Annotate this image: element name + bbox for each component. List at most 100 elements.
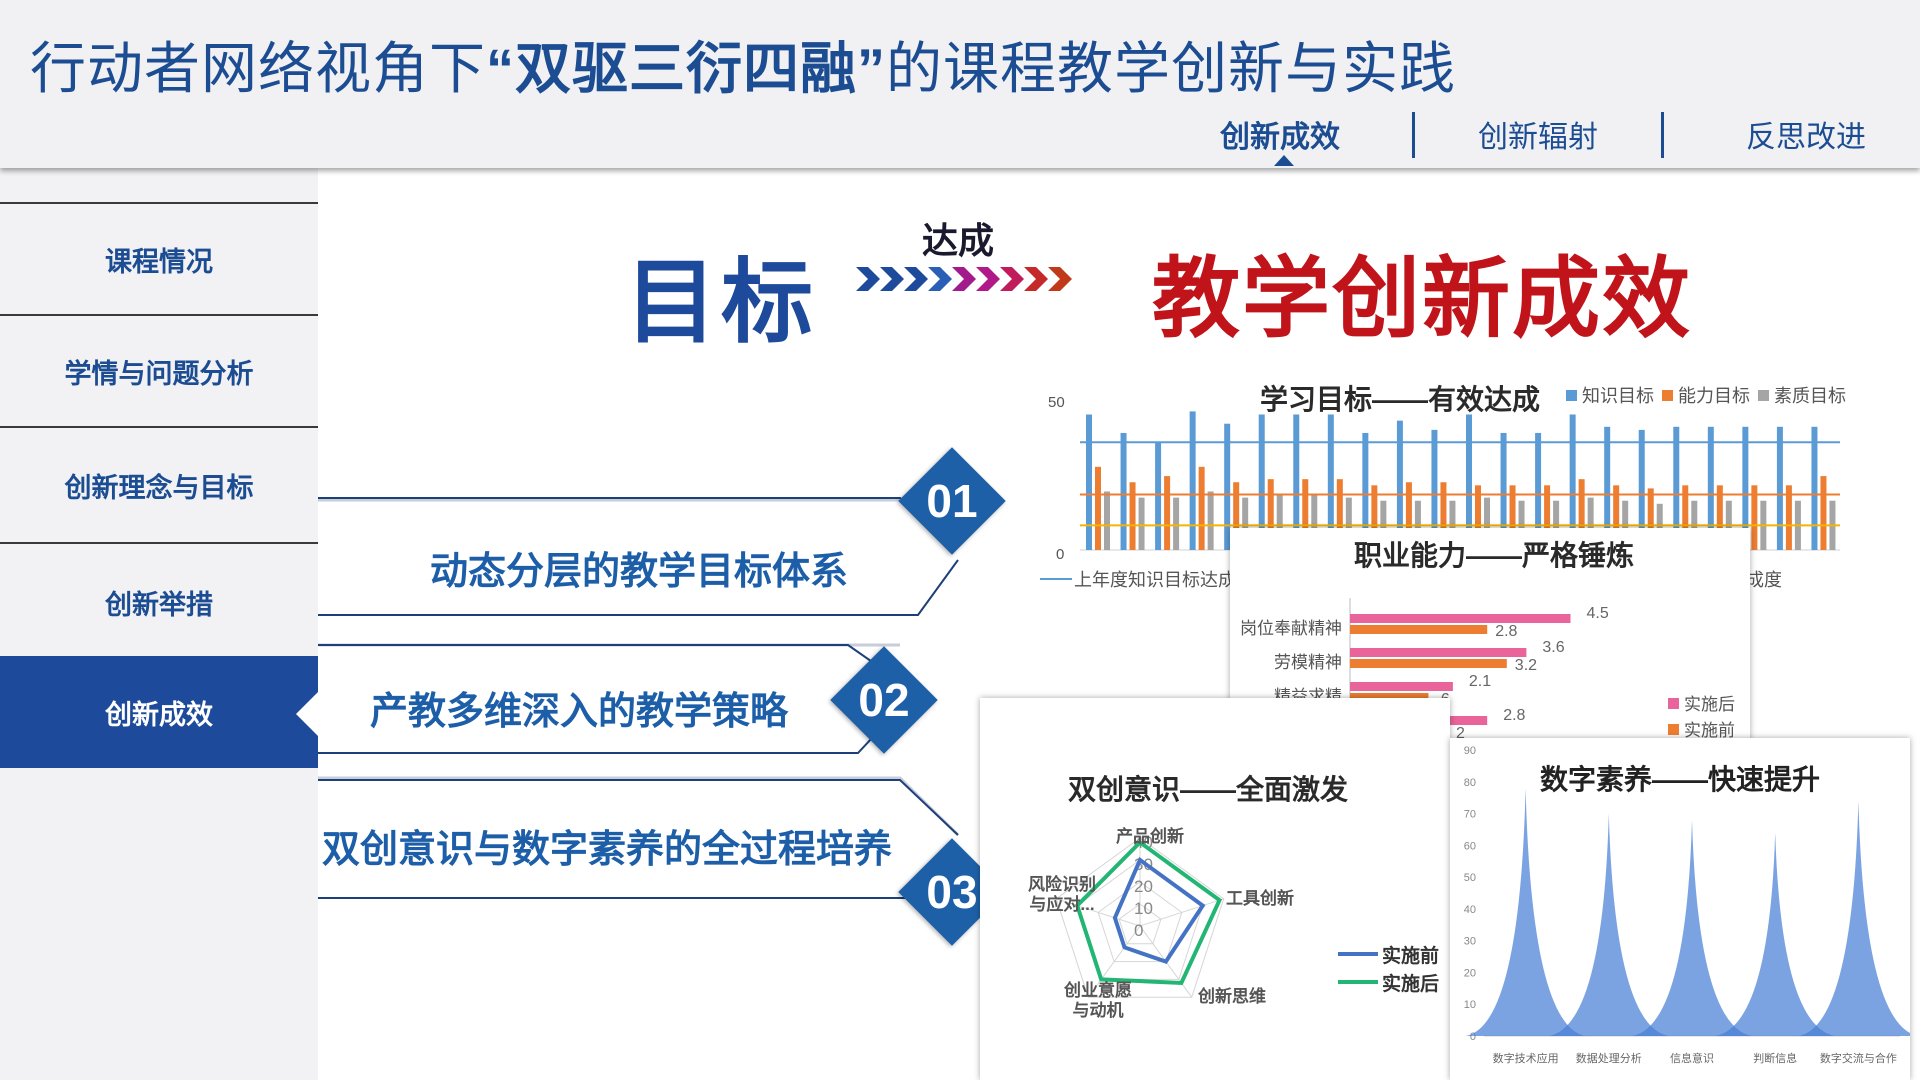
radar-axis-label: 工具创新 xyxy=(1226,888,1294,908)
radar-spoke xyxy=(1056,898,1141,927)
bar xyxy=(1785,485,1792,550)
badge-number-3: 03 xyxy=(926,866,978,918)
measure-text-1: 动态分层的教学目标体系 xyxy=(430,551,849,593)
data-label: 2.8 xyxy=(1503,707,1525,724)
legend-swatch xyxy=(1668,724,1679,735)
chart-radar-panel: 双创意识——全面激发 40 30 20 10 0 产品创新 工具创新 创新思维 创业意愿 与动机风… xyxy=(980,698,1450,1080)
chevron-icon xyxy=(952,267,976,291)
bar xyxy=(1302,479,1309,550)
data-label: 3.2 xyxy=(1515,657,1537,674)
bar xyxy=(1647,488,1654,550)
bar xyxy=(1155,442,1162,550)
bar xyxy=(1466,414,1472,550)
chart-footer-legend-right: 成度 xyxy=(1746,570,1782,590)
y-tick-label: 10 xyxy=(1464,999,1476,1011)
bar xyxy=(1396,420,1403,550)
radar-spoke xyxy=(1087,925,1141,998)
chevron-icon xyxy=(1000,267,1024,291)
badge-number-1: 01 xyxy=(926,475,978,527)
radar-axis-label: 产品创新 xyxy=(1116,826,1184,846)
data-label: 2.1 xyxy=(1469,673,1491,690)
radar-axis-label: 创新思维 xyxy=(1197,986,1266,1006)
active-item-caret-icon xyxy=(296,692,318,736)
bar xyxy=(1258,414,1265,550)
sidebar-item-course-overview[interactable]: 课程情况 xyxy=(0,202,318,314)
tab-reflection[interactable]: 反思改进 xyxy=(1746,121,1866,154)
bar xyxy=(1327,414,1334,550)
y-tick-label: 30 xyxy=(1464,936,1476,948)
y-tick-label: 90 xyxy=(1464,745,1476,757)
bar xyxy=(1440,482,1447,550)
sidebar-item-measures[interactable]: 创新举措 xyxy=(0,542,318,660)
area-peak xyxy=(1632,819,1752,1036)
bar xyxy=(1682,485,1689,550)
chevron-icon xyxy=(1048,267,1072,291)
title-suffix: 的课程教学创新与实践 xyxy=(886,37,1456,100)
tab-innovation-radiation[interactable]: 创新辐射 xyxy=(1478,121,1598,154)
bar xyxy=(1086,414,1092,550)
bar xyxy=(1500,432,1507,550)
bar xyxy=(1242,497,1249,550)
sidebar-item-results[interactable]: 创新成效 xyxy=(0,656,318,768)
radar-axis-label: 与应对... xyxy=(1029,894,1094,914)
chevron-icon xyxy=(904,267,928,291)
x-tick-label: 数据处理分析 xyxy=(1576,1051,1642,1065)
radar-axis-label: 创业意愿 xyxy=(1063,980,1132,1000)
chart-title: 职业能力——严格锤炼 xyxy=(1354,540,1635,571)
area-peak xyxy=(1715,832,1836,1036)
tab-innovation-results[interactable]: 创新成效 xyxy=(1220,121,1340,154)
bar xyxy=(1707,426,1714,550)
radar-axis-label: 风险识别 xyxy=(1028,874,1096,894)
y-tick-label: 70 xyxy=(1464,809,1476,821)
tab-divider xyxy=(1661,112,1664,158)
radar-grid xyxy=(1097,881,1183,963)
bar xyxy=(1293,414,1300,550)
bar xyxy=(1138,497,1145,550)
title-prefix: 行动者网络视角下 xyxy=(30,37,486,100)
legend-label: 实施前 xyxy=(1382,946,1440,967)
category-label: 劳模精神 xyxy=(1274,653,1342,672)
bar xyxy=(1638,429,1645,550)
bar xyxy=(1233,482,1240,550)
bar xyxy=(1820,476,1827,550)
legend-label: 素质目标 xyxy=(1774,386,1846,406)
bar xyxy=(1535,432,1542,550)
bar xyxy=(1673,426,1680,550)
chevron-icon xyxy=(928,267,952,291)
bar xyxy=(1164,476,1171,550)
radar-tick-label: 20 xyxy=(1134,877,1153,896)
legend-line xyxy=(1040,578,1072,580)
y-tick-label: 20 xyxy=(1464,967,1476,979)
data-label: 4.5 xyxy=(1587,605,1609,622)
bar-after xyxy=(1350,614,1571,623)
result-heading: 教学创新成效 xyxy=(1152,249,1693,348)
bar xyxy=(1656,503,1663,550)
tab-divider xyxy=(1412,112,1415,158)
radar-tick-label: 0 xyxy=(1134,921,1143,940)
legend-swatch xyxy=(1668,698,1679,709)
x-tick-label: 数字技术应用 xyxy=(1493,1051,1559,1065)
x-tick-label: 判断信息 xyxy=(1753,1051,1797,1065)
bar xyxy=(1613,485,1620,550)
bar xyxy=(1569,414,1576,550)
page-title: 行动者网络视角下“双驱三衍四融”的课程教学创新与实践 xyxy=(30,24,1456,105)
bar-before xyxy=(1350,659,1507,668)
data-label: 2.8 xyxy=(1495,623,1517,640)
bar-before xyxy=(1350,693,1429,702)
y-tick-label: 0 xyxy=(1470,1031,1476,1043)
bar xyxy=(1751,485,1758,550)
sidebar-item-learner-analysis[interactable]: 学情与问题分析 xyxy=(0,314,318,426)
x-tick-label: 信息意识 xyxy=(1670,1051,1714,1065)
legend-line xyxy=(1338,952,1378,956)
bar xyxy=(1587,497,1594,550)
bar xyxy=(1311,494,1318,550)
chart-title: 数字素养——快速提升 xyxy=(1540,764,1821,795)
bar xyxy=(1095,466,1101,550)
bar xyxy=(1578,479,1585,550)
bar xyxy=(1431,429,1438,550)
y-tick-label: 40 xyxy=(1464,904,1476,916)
bar xyxy=(1345,497,1352,550)
header: 行动者网络视角下“双驱三衍四融”的课程教学创新与实践 创新成效 创新辐射 反思改… xyxy=(0,0,1920,168)
active-tab-caret-icon xyxy=(1274,155,1294,166)
sidebar-item-concept-goals[interactable]: 创新理念与目标 xyxy=(0,426,318,542)
